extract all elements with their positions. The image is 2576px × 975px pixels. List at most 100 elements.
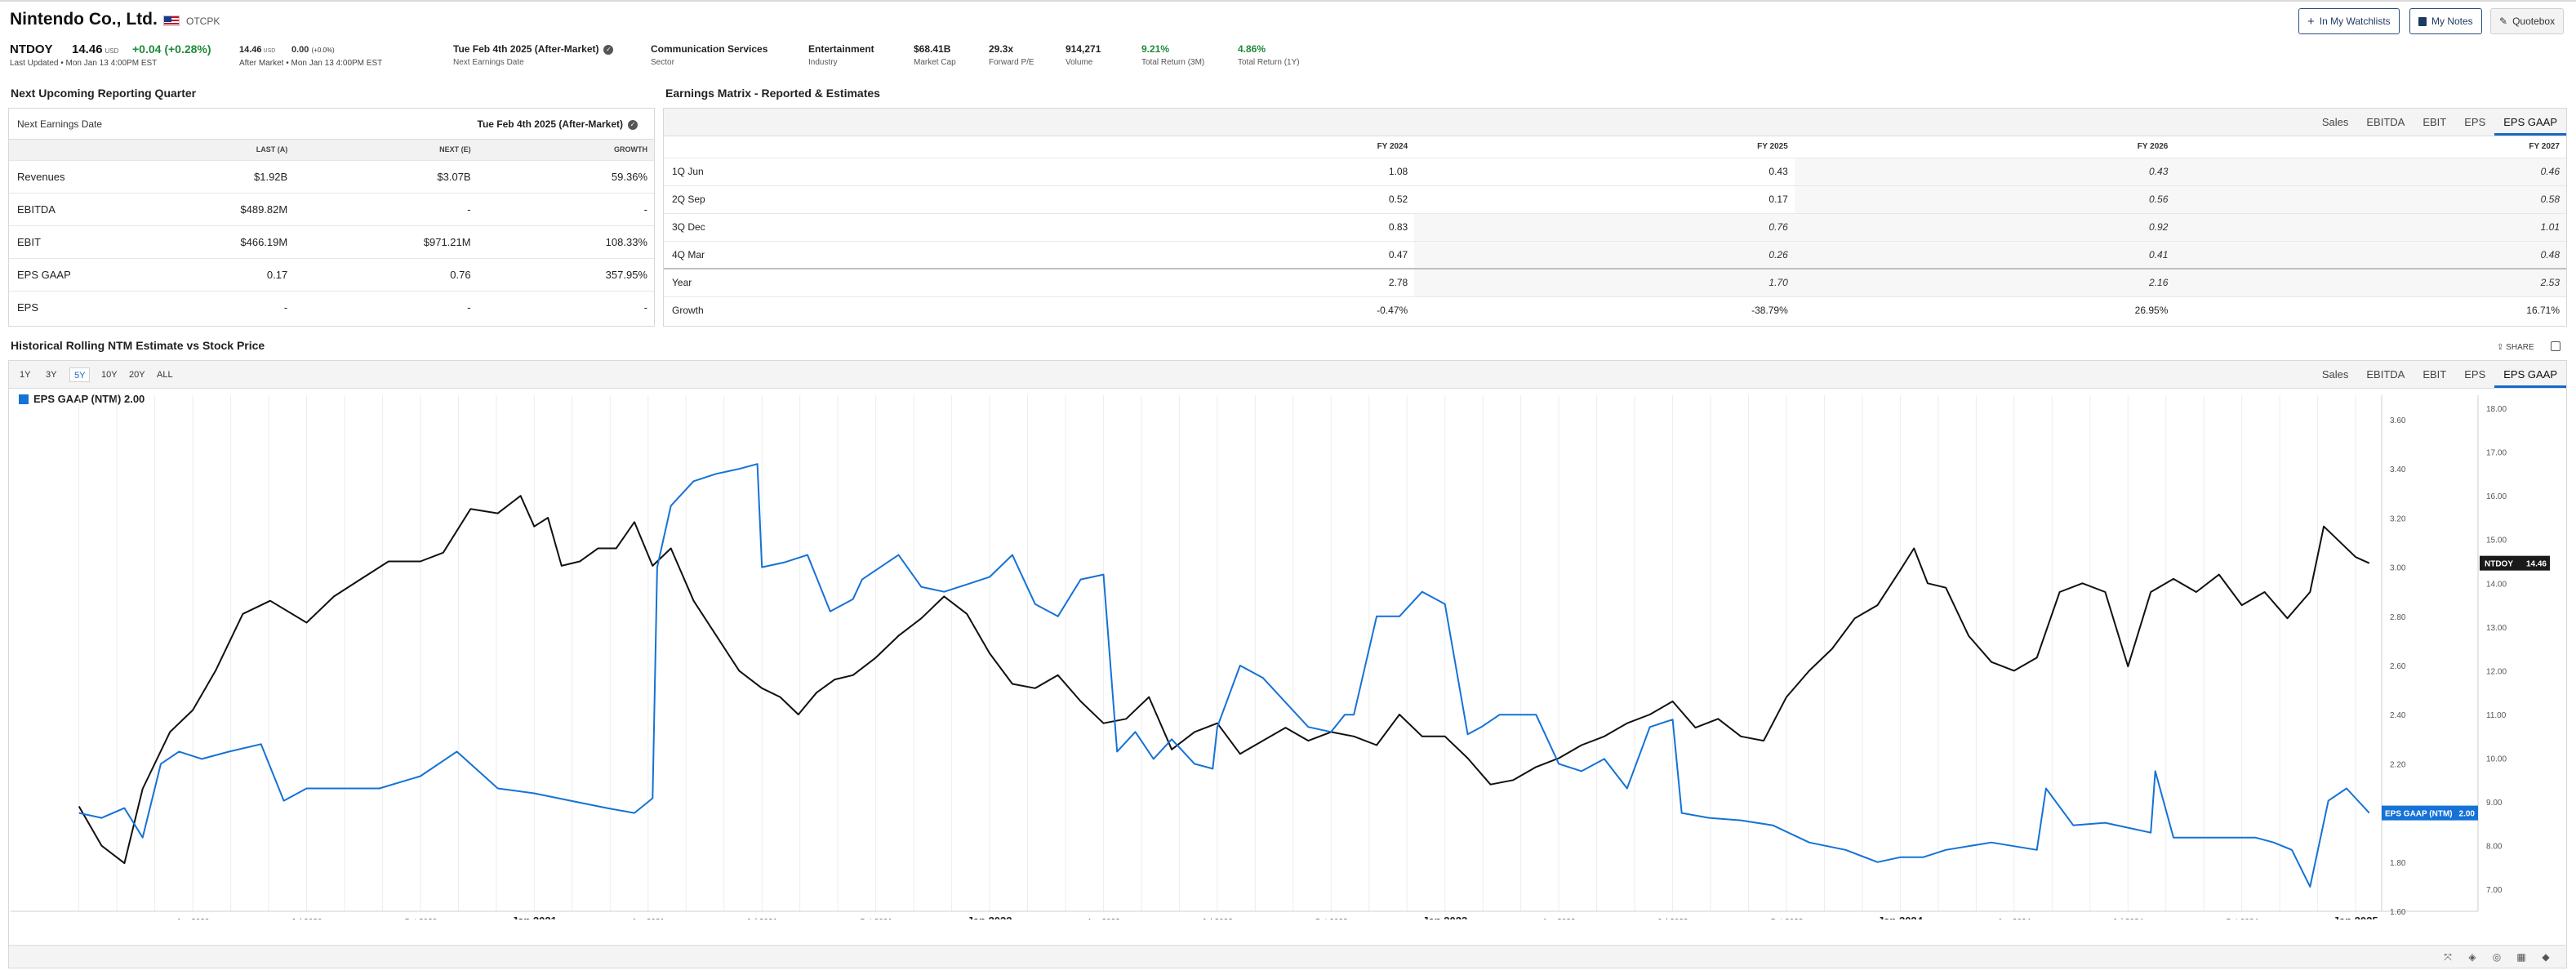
crosshair-icon[interactable]: ◈ xyxy=(2468,951,2476,963)
x-tick-label: Jan 2025 xyxy=(2334,915,2378,919)
table-row: 1Q Jun 1.08 0.43 0.43 0.46 xyxy=(664,157,2566,185)
x-tick-label: Apr 2023 xyxy=(1542,918,1576,919)
zoom-icon[interactable]: ⤧ xyxy=(2444,951,2452,963)
chart-toolbar: ⤧ ◈ ◎ ▦ ◆ xyxy=(9,945,2566,968)
next-quarter-table: LAST (A) NEXT (E) GROWTH Revenues $1.92B … xyxy=(9,140,654,323)
stat-sector: Communication Services Sector xyxy=(651,43,768,67)
tab-ebitda[interactable]: EBITDA xyxy=(2366,116,2405,128)
price-tick-label: 12.00 xyxy=(2486,667,2507,676)
range-all[interactable]: ALL xyxy=(157,370,173,380)
tab-eps[interactable]: EPS xyxy=(2464,368,2486,381)
tab-ebit[interactable]: EBIT xyxy=(2423,116,2447,128)
x-tick-label: Oct 2020 xyxy=(404,918,438,919)
watchlists-button[interactable]: + In My Watchlists xyxy=(2298,8,2400,34)
quote-header: Nintendo Co., Ltd. OTCPK NTDOY 14.46 USD … xyxy=(0,2,2576,73)
stat-volume: 914,271 Volume xyxy=(1066,43,1101,67)
eps-tag-value: 2.00 xyxy=(2459,810,2476,819)
stat-total-return-1y: 4.86% Total Return (1Y) xyxy=(1238,43,1300,67)
table-row: EPS GAAP 0.17 0.76 357.95% xyxy=(9,257,654,291)
price-tick-label: 9.00 xyxy=(2486,799,2503,808)
x-tick-label: Jul 2022 xyxy=(1202,918,1233,919)
x-tick-label: Oct 2024 xyxy=(2225,918,2258,919)
table-row: EPS - -- xyxy=(9,290,654,323)
price-line xyxy=(78,495,2370,865)
after-market-price: 14.46 USD xyxy=(239,45,276,55)
earnings-matrix-title: Earnings Matrix - Reported & Estimates xyxy=(665,87,880,100)
price-tag xyxy=(2480,555,2550,571)
note-icon xyxy=(2418,16,2427,26)
expand-icon[interactable] xyxy=(2551,341,2560,351)
col-next: NEXT (E) xyxy=(294,140,478,160)
eps-tick-label: 3.40 xyxy=(2390,465,2406,474)
after-market-change: 0.00 (+0.0%) xyxy=(291,45,335,55)
tab-sales[interactable]: Sales xyxy=(2321,116,2349,128)
tab-ebit[interactable]: EBIT xyxy=(2423,368,2447,381)
after-market-time: After Market • Mon Jan 13 4:00PM EST xyxy=(239,59,383,68)
eps-tick-label: 2.60 xyxy=(2390,662,2406,671)
stat-industry: Entertainment Industry xyxy=(808,43,874,67)
x-tick-label: Jan 2022 xyxy=(968,915,1012,919)
chart-tabs: Sales EBITDA EBIT EPS EPS GAAP xyxy=(2313,361,2566,388)
stat-total-return-3m: 9.21% Total Return (3M) xyxy=(1141,43,1205,67)
eps-tag-label: EPS GAAP (NTM) xyxy=(2385,810,2453,819)
compare-icon[interactable]: ◎ xyxy=(2492,951,2502,963)
x-tick-label: Oct 2022 xyxy=(1315,918,1348,919)
table-row: Growth -0.47% -38.79% 26.95% 16.71% xyxy=(664,296,2566,324)
ntm-chart[interactable]: 1.60 1.80 2.00 2.20 2.40 2.60 2.80 3.00 3.20 3.40… xyxy=(9,389,2566,919)
table-row: EBITDA $489.82M -- xyxy=(9,192,654,225)
table-icon[interactable]: ▦ xyxy=(2516,951,2526,963)
tab-eps-gaap[interactable]: EPS GAAP xyxy=(2494,361,2566,388)
eps-tick-label: 3.20 xyxy=(2390,514,2406,523)
range-5y[interactable]: 5Y xyxy=(69,367,91,382)
stat-forward-pe: 29.3x Forward P/E xyxy=(989,43,1034,67)
eps-tick-label: 2.40 xyxy=(2390,711,2406,720)
eps-tick-label: 3.00 xyxy=(2390,564,2406,573)
col-fy2025: FY 2025 xyxy=(1757,142,1788,152)
range-3y[interactable]: 3Y xyxy=(46,370,57,380)
last-updated: Last Updated • Mon Jan 13 4:00PM EST xyxy=(10,59,158,68)
legend-swatch xyxy=(19,394,29,404)
tab-ebitda[interactable]: EBITDA xyxy=(2366,368,2405,381)
matrix-tabs: Sales EBITDA EBIT EPS EPS GAAP xyxy=(2313,109,2566,136)
range-10y[interactable]: 10Y xyxy=(101,370,118,380)
ticker-symbol: NTDOY xyxy=(10,42,53,56)
tag-icon[interactable]: ◆ xyxy=(2542,951,2550,963)
range-20y[interactable]: 20Y xyxy=(129,370,145,380)
price-tag-value: 14.46 xyxy=(2526,560,2547,569)
tab-eps[interactable]: EPS xyxy=(2464,116,2486,128)
share-button[interactable]: ⇪ SHARE xyxy=(2497,343,2534,352)
tab-eps-gaap[interactable]: EPS GAAP xyxy=(2494,109,2566,136)
next-earnings-value: Tue Feb 4th 2025 (After-Market) ✓ xyxy=(478,118,638,130)
price-tag-label: NTDOY xyxy=(2485,560,2513,569)
x-tick-label: Jan 2021 xyxy=(512,915,557,919)
quotebox-button[interactable]: ✎ Quotebox xyxy=(2490,8,2565,34)
earnings-matrix-table: FY 2024 FY 2025 FY 2026 FY 2027 1Q Jun 1.… xyxy=(664,136,2566,324)
col-fy2026: FY 2026 xyxy=(2137,142,2169,152)
price-change: +0.04 (+0.28%) xyxy=(132,42,211,56)
exchange-label: OTCPK xyxy=(186,16,220,27)
my-notes-button[interactable]: My Notes xyxy=(2409,8,2482,34)
earnings-matrix-panel: Sales EBITDA EBIT EPS EPS GAAP FY 2024 F… xyxy=(663,108,2567,327)
table-row: Revenues $1.92B $3.07B 59.36% xyxy=(9,159,654,193)
us-flag-icon xyxy=(163,16,180,26)
eps-tick-label: 3.60 xyxy=(2390,416,2406,425)
price-tick-label: 17.00 xyxy=(2486,449,2507,458)
x-tick-label: Jan 2023 xyxy=(1422,915,1467,919)
pencil-icon: ✎ xyxy=(2499,16,2508,27)
table-row: 3Q Dec 0.83 0.76 0.92 1.01 xyxy=(664,212,2566,241)
price-tick-label: 8.00 xyxy=(2486,843,2503,852)
x-tick-label: Apr 2024 xyxy=(1998,918,2031,919)
range-1y[interactable]: 1Y xyxy=(20,370,31,380)
table-row: 2Q Sep 0.52 0.17 0.56 0.58 xyxy=(664,185,2566,213)
eps-ntm-line xyxy=(78,463,2370,888)
stat-next-earnings: Tue Feb 4th 2025 (After-Market) ✓ Next Ea… xyxy=(453,43,614,67)
x-tick-label: Apr 2020 xyxy=(176,918,210,919)
check-circle-icon: ✓ xyxy=(628,120,638,130)
x-tick-label: Apr 2021 xyxy=(631,918,665,919)
x-tick-label: Oct 2023 xyxy=(1770,918,1804,919)
tab-sales[interactable]: Sales xyxy=(2321,368,2349,381)
col-growth: GROWTH xyxy=(477,140,654,160)
stat-market-cap: $68.41B Market Cap xyxy=(914,43,956,67)
price-tick-label: 11.00 xyxy=(2486,711,2507,720)
x-tick-label: Jul 2023 xyxy=(1657,918,1688,919)
